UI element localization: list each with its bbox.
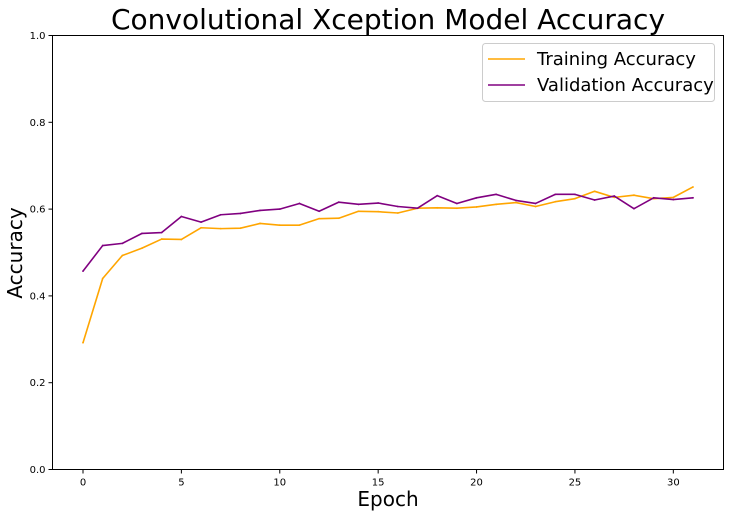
data-point-validation-accuracy bbox=[318, 210, 321, 213]
data-point-validation-accuracy bbox=[495, 193, 498, 196]
y-tick-label: 0.4 bbox=[30, 291, 46, 302]
y-tick-label: 1.0 bbox=[30, 31, 46, 42]
data-point-training-accuracy bbox=[515, 201, 517, 204]
data-point-training-accuracy bbox=[672, 196, 675, 199]
data-point-training-accuracy bbox=[82, 341, 84, 344]
data-point-validation-accuracy bbox=[101, 244, 104, 247]
data-point-training-accuracy bbox=[475, 206, 478, 208]
data-point-training-accuracy bbox=[141, 247, 143, 250]
data-point-validation-accuracy bbox=[692, 196, 694, 199]
x-tick-label: 10 bbox=[273, 478, 286, 489]
x-axis-ticks: 0 5 10 15 20 25 30 bbox=[80, 469, 680, 489]
series-line-training-accuracy bbox=[82, 186, 694, 344]
data-point-training-accuracy bbox=[633, 194, 635, 197]
data-point-training-accuracy bbox=[377, 210, 380, 213]
data-point-validation-accuracy bbox=[180, 215, 183, 218]
data-point-training-accuracy bbox=[357, 210, 360, 213]
data-point-training-accuracy bbox=[534, 205, 537, 208]
data-point-training-accuracy bbox=[200, 226, 202, 229]
y-tick-label: 0.6 bbox=[30, 205, 46, 216]
data-point-training-accuracy bbox=[239, 227, 242, 230]
data-point-training-accuracy bbox=[259, 222, 261, 225]
data-point-training-accuracy bbox=[318, 217, 321, 220]
data-point-training-accuracy bbox=[574, 197, 576, 200]
data-point-validation-accuracy bbox=[613, 195, 616, 197]
data-point-validation-accuracy bbox=[396, 205, 399, 208]
data-point-validation-accuracy bbox=[259, 209, 261, 212]
data-point-validation-accuracy bbox=[593, 199, 596, 201]
data-point-training-accuracy bbox=[219, 227, 222, 230]
data-point-validation-accuracy bbox=[337, 201, 340, 204]
legend-label-validation: Validation Accuracy bbox=[537, 75, 714, 96]
data-point-validation-accuracy bbox=[239, 212, 242, 215]
data-point-training-accuracy bbox=[101, 277, 104, 280]
series-line-validation-accuracy bbox=[82, 193, 694, 272]
chart-title: Convolutional Xception Model Accuracy bbox=[111, 3, 665, 36]
data-point-training-accuracy bbox=[396, 212, 399, 214]
data-point-validation-accuracy bbox=[377, 202, 380, 204]
data-point-validation-accuracy bbox=[475, 196, 478, 199]
x-tick-label: 25 bbox=[569, 478, 582, 489]
x-tick-label: 0 bbox=[80, 478, 86, 489]
data-point-validation-accuracy bbox=[574, 193, 576, 196]
legend: Training Accuracy Validation Accuracy bbox=[482, 43, 715, 102]
x-tick-label: 20 bbox=[470, 478, 483, 489]
data-point-validation-accuracy bbox=[121, 242, 124, 245]
data-point-training-accuracy bbox=[436, 206, 439, 209]
y-tick-label: 0.8 bbox=[30, 118, 46, 129]
x-tick-label: 30 bbox=[667, 478, 680, 489]
data-point-training-accuracy bbox=[692, 186, 694, 188]
data-point-training-accuracy bbox=[495, 203, 498, 206]
data-point-validation-accuracy bbox=[436, 194, 439, 197]
plot-frame bbox=[52, 35, 724, 470]
data-point-validation-accuracy bbox=[200, 221, 202, 224]
data-point-validation-accuracy bbox=[672, 198, 675, 201]
data-point-validation-accuracy bbox=[652, 196, 655, 199]
data-point-training-accuracy bbox=[593, 190, 596, 193]
data-point-validation-accuracy bbox=[160, 231, 163, 234]
legend-label-training: Training Accuracy bbox=[536, 49, 696, 70]
data-point-training-accuracy bbox=[278, 224, 281, 227]
data-point-training-accuracy bbox=[337, 217, 340, 220]
series-layer bbox=[82, 186, 694, 344]
x-tick-label: 15 bbox=[372, 478, 385, 489]
data-point-training-accuracy bbox=[554, 200, 557, 203]
data-point-training-accuracy bbox=[455, 207, 458, 210]
y-axis-title: Accuracy bbox=[3, 207, 27, 298]
data-point-validation-accuracy bbox=[298, 202, 301, 205]
data-point-validation-accuracy bbox=[515, 199, 517, 202]
x-tick-label: 5 bbox=[178, 478, 184, 489]
data-point-training-accuracy bbox=[160, 238, 163, 240]
data-point-validation-accuracy bbox=[554, 193, 557, 196]
y-tick-label: 0.2 bbox=[30, 378, 46, 389]
y-axis-ticks: 0.0 0.2 0.4 0.6 0.8 1.0 bbox=[30, 31, 53, 476]
data-point-validation-accuracy bbox=[455, 202, 458, 205]
data-point-validation-accuracy bbox=[416, 207, 419, 210]
x-axis-title: Epoch bbox=[357, 487, 418, 511]
data-point-validation-accuracy bbox=[633, 207, 635, 210]
data-point-validation-accuracy bbox=[82, 270, 84, 273]
data-point-validation-accuracy bbox=[534, 202, 537, 205]
data-point-validation-accuracy bbox=[278, 208, 281, 211]
data-point-validation-accuracy bbox=[357, 203, 360, 206]
data-point-validation-accuracy bbox=[141, 232, 143, 235]
data-point-training-accuracy bbox=[121, 254, 124, 257]
data-point-training-accuracy bbox=[180, 238, 183, 241]
y-tick-label: 0.0 bbox=[30, 465, 46, 476]
legend-frame bbox=[482, 43, 715, 102]
data-point-validation-accuracy bbox=[219, 213, 222, 216]
data-point-training-accuracy bbox=[298, 224, 301, 227]
